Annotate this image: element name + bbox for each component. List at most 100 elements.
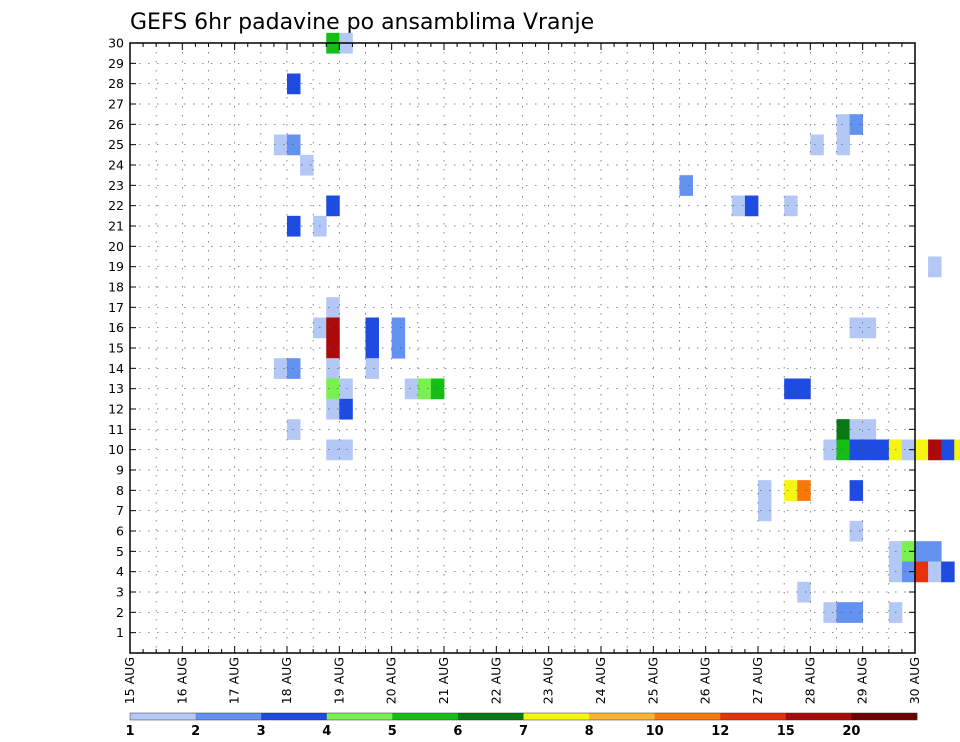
cell-m4-s60 bbox=[915, 561, 929, 583]
y-tick-label: 16 bbox=[108, 320, 124, 335]
cell-m16-s18 bbox=[365, 317, 379, 339]
x-tick-label: 25 AUG bbox=[645, 657, 660, 704]
y-tick-label: 22 bbox=[108, 198, 124, 213]
grid-lines bbox=[130, 42, 915, 653]
cell-m2-s53 bbox=[823, 602, 837, 623]
color-scale-legend: 1 3 5 7 10 15 2 4 6 8 12 20 bbox=[125, 712, 918, 739]
cell-m10-s61 bbox=[928, 439, 942, 461]
cell-m14-s12 bbox=[287, 358, 301, 379]
cell-m25-s11 bbox=[273, 134, 288, 156]
cell-m4-s61 bbox=[928, 561, 942, 583]
cell-m22-s15 bbox=[326, 195, 340, 217]
legend-frame bbox=[129, 712, 918, 721]
cell-m7-s48 bbox=[758, 500, 772, 522]
cell-m15-s15 bbox=[326, 337, 340, 359]
y-tick-label: 13 bbox=[108, 381, 124, 396]
legend-swatch-20 bbox=[851, 713, 918, 720]
y-tick-label: 29 bbox=[108, 56, 124, 71]
cell-m12-s15 bbox=[326, 398, 340, 420]
cell-m11-s55 bbox=[849, 419, 864, 440]
y-tick-label: 20 bbox=[108, 239, 124, 254]
legend-label: 7 bbox=[519, 724, 528, 739]
precipitation-cells bbox=[273, 32, 960, 623]
cell-m2-s54 bbox=[836, 602, 850, 623]
legend-label: 1 bbox=[125, 724, 134, 739]
cell-m10-s53 bbox=[823, 439, 837, 461]
legend-swatch-1 bbox=[130, 713, 196, 720]
cell-m8-s48 bbox=[758, 480, 772, 501]
cell-m5-s60 bbox=[915, 541, 929, 562]
x-tick-label: 16 AUG bbox=[174, 657, 189, 704]
cell-m16-s15 bbox=[326, 317, 340, 339]
cell-m6-s55 bbox=[849, 520, 864, 542]
cell-m11-s54 bbox=[836, 419, 850, 440]
y-axis: 1234567891011121314151617181920212223242… bbox=[108, 36, 915, 640]
y-tick-label: 30 bbox=[108, 36, 124, 51]
legend-label: 10 bbox=[646, 724, 664, 739]
x-tick-label: 24 AUG bbox=[593, 657, 608, 704]
y-tick-label: 24 bbox=[108, 158, 124, 173]
cell-m15-s18 bbox=[365, 337, 379, 359]
cell-m14-s18 bbox=[365, 358, 379, 379]
cell-m4-s62 bbox=[941, 561, 955, 583]
cell-m17-s15 bbox=[326, 297, 340, 318]
cell-m23-s42 bbox=[679, 175, 693, 196]
y-tick-label: 7 bbox=[116, 503, 124, 518]
y-tick-label: 18 bbox=[108, 280, 124, 295]
legend-swatch-2 bbox=[195, 713, 262, 720]
y-tick-label: 23 bbox=[108, 178, 124, 193]
y-tick-label: 6 bbox=[116, 524, 124, 539]
cell-m22-s50 bbox=[784, 195, 798, 217]
cell-m13-s15 bbox=[326, 378, 340, 400]
legend-label: 12 bbox=[711, 724, 729, 739]
cell-m13-s21 bbox=[404, 378, 419, 400]
cell-m10-s57 bbox=[875, 439, 890, 461]
x-tick-label: 18 AUG bbox=[279, 657, 294, 704]
x-tick-label: 27 AUG bbox=[750, 657, 765, 704]
legend-label: 4 bbox=[322, 724, 331, 739]
cell-m28-s12 bbox=[287, 73, 301, 95]
y-tick-label: 10 bbox=[108, 442, 124, 457]
cell-m19-s61 bbox=[928, 256, 942, 278]
y-tick-label: 11 bbox=[108, 422, 124, 437]
y-tick-label: 3 bbox=[116, 585, 124, 600]
x-tick-label: 22 AUG bbox=[488, 657, 503, 704]
legend-swatch-8 bbox=[589, 713, 655, 720]
cell-m10-s63 bbox=[954, 439, 960, 461]
y-tick-label: 5 bbox=[116, 544, 124, 559]
cell-m16-s20 bbox=[391, 317, 406, 339]
legend-swatch-4 bbox=[326, 713, 393, 720]
cell-m8-s51 bbox=[797, 480, 811, 501]
y-tick-label: 25 bbox=[108, 137, 124, 152]
cell-m5-s59 bbox=[901, 541, 916, 562]
y-tick-label: 1 bbox=[116, 625, 124, 640]
y-tick-label: 2 bbox=[116, 605, 124, 620]
cell-m10-s59 bbox=[901, 439, 916, 461]
cell-m3-s51 bbox=[797, 581, 811, 603]
cell-m8-s55 bbox=[849, 480, 864, 501]
y-tick-label: 15 bbox=[108, 341, 124, 356]
x-tick-label: 20 AUG bbox=[384, 657, 399, 704]
y-tick-label: 8 bbox=[116, 483, 124, 498]
legend-label: 6 bbox=[453, 724, 462, 739]
cell-m14-s15 bbox=[326, 358, 340, 379]
x-axis: 15 AUG 16 AUG 17 AUG 18 AUG 19 AUG 20 AUG 21 A… bbox=[122, 43, 922, 704]
cell-m16-s55 bbox=[849, 317, 864, 339]
cell-m2-s55 bbox=[849, 602, 864, 623]
cell-m25-s12 bbox=[287, 134, 301, 156]
cell-m5-s61 bbox=[928, 541, 942, 562]
cell-m13-s22 bbox=[417, 378, 432, 400]
x-tick-label: 17 AUG bbox=[227, 657, 242, 704]
x-tick-label: 19 AUG bbox=[331, 657, 346, 704]
legend-swatch-12 bbox=[720, 713, 787, 720]
y-tick-label: 17 bbox=[108, 300, 124, 315]
y-tick-label: 19 bbox=[108, 259, 124, 274]
x-tick-label: 28 AUG bbox=[802, 657, 817, 704]
legend-label: 15 bbox=[777, 724, 795, 739]
cell-m10-s15 bbox=[326, 439, 340, 461]
x-tick-label: 21 AUG bbox=[436, 657, 451, 704]
cell-m8-s50 bbox=[784, 480, 798, 501]
cell-m15-s20 bbox=[391, 337, 406, 359]
legend-swatch-5 bbox=[392, 713, 459, 720]
